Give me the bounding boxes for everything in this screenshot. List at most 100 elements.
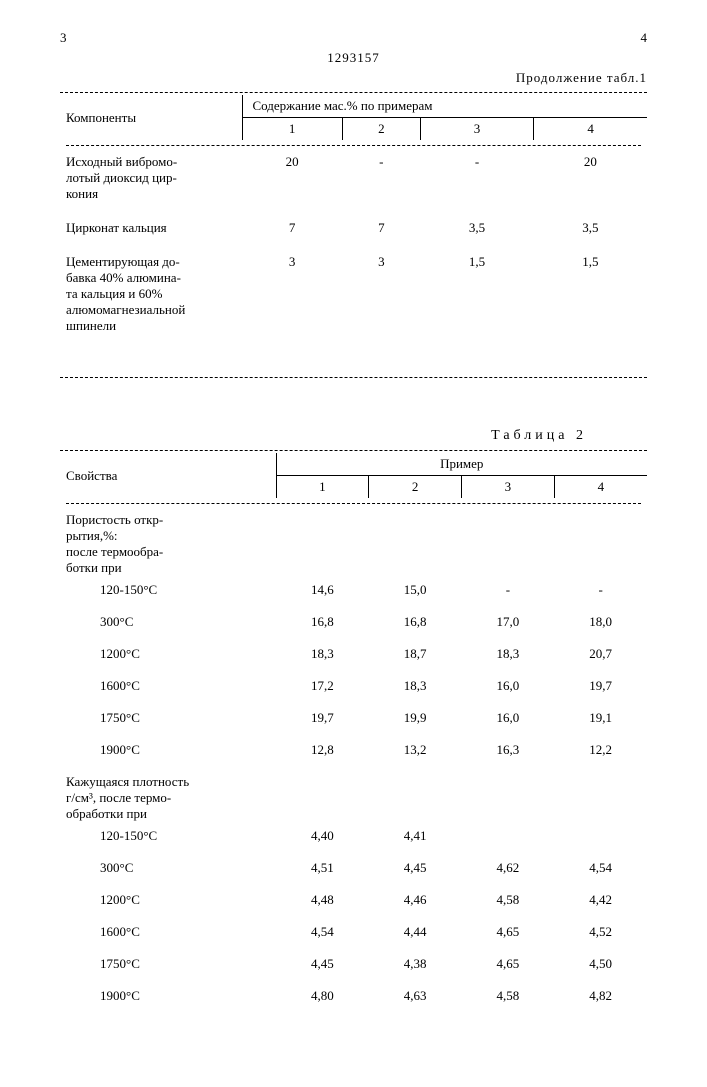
col-2: 2 (342, 118, 420, 141)
row-label: Исходный вибромо- лотый диоксид цир- кон… (60, 151, 242, 205)
cell: 19,7 (554, 675, 647, 697)
cell: 18,0 (554, 611, 647, 633)
cell: 17,0 (462, 611, 555, 633)
table-continuation-label: Продолжение табл.1 (60, 70, 647, 86)
cell: 4,51 (276, 857, 369, 879)
cell: 4,48 (276, 889, 369, 911)
cell: 4,42 (554, 889, 647, 911)
cell: 4,82 (554, 985, 647, 1007)
cell: 19,9 (369, 707, 462, 729)
section-header: Кажущаяся плотность г/см³, после термо- … (60, 771, 647, 825)
row-label: 1200°С (60, 889, 276, 911)
table-row: 1750°С4,454,384,654,50 (60, 953, 647, 975)
cell: 4,45 (276, 953, 369, 975)
cell: 3,5 (534, 217, 647, 239)
section-label: Кажущаяся плотность г/см³, после термо- … (60, 771, 276, 825)
cell: 19,1 (554, 707, 647, 729)
table-row: 1750°С19,719,916,019,1 (60, 707, 647, 729)
cell (462, 825, 555, 847)
table-row: 1600°С4,544,444,654,52 (60, 921, 647, 943)
cell: - (420, 151, 533, 205)
components-header: Компоненты (60, 95, 242, 140)
table-row: 1600°С17,218,316,019,7 (60, 675, 647, 697)
cell: 4,58 (462, 985, 555, 1007)
col-1: 1 (276, 476, 369, 499)
row-label: 300°С (60, 857, 276, 879)
col-4: 4 (554, 476, 647, 499)
row-label: 300°С (60, 611, 276, 633)
col-3: 3 (462, 476, 555, 499)
row-label: 1600°С (60, 921, 276, 943)
cell (554, 825, 647, 847)
cell: 4,62 (462, 857, 555, 879)
cell: - (462, 579, 555, 601)
cell: 4,46 (369, 889, 462, 911)
table-row: 120-150°С14,615,0-- (60, 579, 647, 601)
page-number-left: 3 (60, 30, 67, 46)
cell: 3 (342, 251, 420, 337)
cell: 20,7 (554, 643, 647, 665)
col-3: 3 (420, 118, 533, 141)
cell: 13,2 (369, 739, 462, 761)
page-number-right: 4 (641, 30, 648, 46)
row-label: Цементирующая до- бавка 40% алюмина- та … (60, 251, 242, 337)
cell: 4,65 (462, 921, 555, 943)
content-header: Содержание мас.% по примерам (242, 95, 647, 118)
cell: 20 (242, 151, 342, 205)
cell: 1,5 (534, 251, 647, 337)
cell: 19,7 (276, 707, 369, 729)
cell: 16,3 (462, 739, 555, 761)
cell: 17,2 (276, 675, 369, 697)
cell: 18,3 (462, 643, 555, 665)
cell: 16,8 (369, 611, 462, 633)
example-header: Пример (276, 453, 647, 476)
table-1: Компоненты Содержание мас.% по примерам … (60, 95, 647, 337)
cell: 1,5 (420, 251, 533, 337)
table-row: 1200°С4,484,464,584,42 (60, 889, 647, 911)
row-label: 1750°С (60, 953, 276, 975)
row-label: 1900°С (60, 985, 276, 1007)
table-2: Свойства Пример 1 2 3 4 Пористость откр-… (60, 453, 647, 1017)
row-label: 1600°С (60, 675, 276, 697)
row-label: 120-150°С (60, 825, 276, 847)
cell: 16,0 (462, 675, 555, 697)
cell: 14,6 (276, 579, 369, 601)
table-row: Цирконат кальция773,53,5 (60, 217, 647, 239)
cell: 4,80 (276, 985, 369, 1007)
cell: 18,3 (369, 675, 462, 697)
cell: 4,54 (554, 857, 647, 879)
row-label: Цирконат кальция (60, 217, 242, 239)
cell: 12,8 (276, 739, 369, 761)
cell: 16,0 (462, 707, 555, 729)
cell: 12,2 (554, 739, 647, 761)
table-row: 1200°С18,318,718,320,7 (60, 643, 647, 665)
cell: 4,63 (369, 985, 462, 1007)
properties-header: Свойства (60, 453, 276, 498)
cell: 4,38 (369, 953, 462, 975)
cell: 4,44 (369, 921, 462, 943)
cell: 4,65 (462, 953, 555, 975)
cell: 4,58 (462, 889, 555, 911)
table-row: Цементирующая до- бавка 40% алюмина- та … (60, 251, 647, 337)
cell: 4,41 (369, 825, 462, 847)
row-label: 1200°С (60, 643, 276, 665)
cell: 18,7 (369, 643, 462, 665)
table-row: Исходный вибромо- лотый диоксид цир- кон… (60, 151, 647, 205)
table2-title: Таблица 2 (60, 428, 647, 444)
col-1: 1 (242, 118, 342, 141)
table-row: 1900°С12,813,216,312,2 (60, 739, 647, 761)
row-label: 1750°С (60, 707, 276, 729)
cell: 4,40 (276, 825, 369, 847)
row-label: 120-150°С (60, 579, 276, 601)
cell: - (342, 151, 420, 205)
cell: 20 (534, 151, 647, 205)
cell: 15,0 (369, 579, 462, 601)
cell: 7 (242, 217, 342, 239)
cell: 16,8 (276, 611, 369, 633)
table-row: 300°С16,816,817,018,0 (60, 611, 647, 633)
cell: 18,3 (276, 643, 369, 665)
cell: 4,50 (554, 953, 647, 975)
table-row: 300°С4,514,454,624,54 (60, 857, 647, 879)
table-row: 1900°С4,804,634,584,82 (60, 985, 647, 1007)
cell: - (554, 579, 647, 601)
